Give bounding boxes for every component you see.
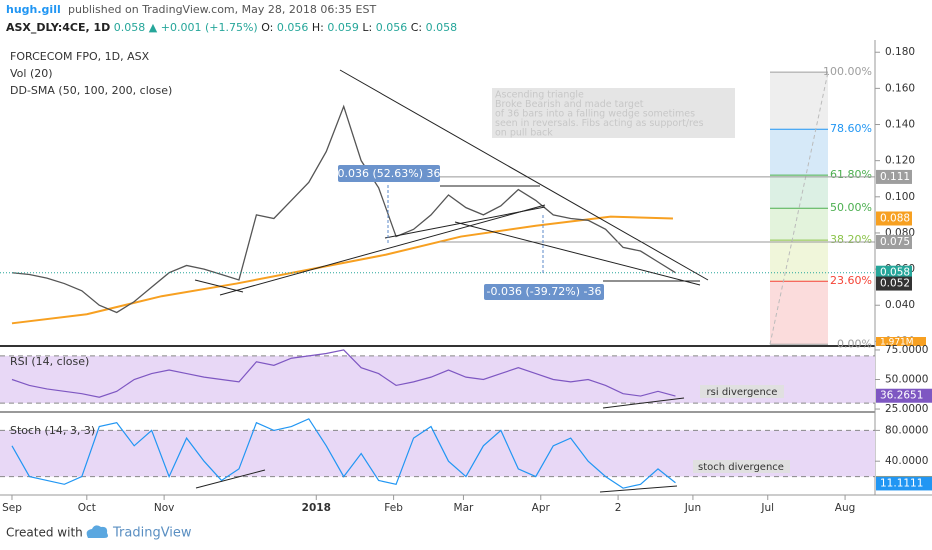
- indicator-tag: [876, 476, 932, 491]
- price-tag-label: 0.075: [880, 236, 910, 248]
- footer-text: Created with: [6, 526, 83, 540]
- rsi-line: [11, 349, 676, 398]
- quote-part: H:: [312, 21, 324, 34]
- footer-brand[interactable]: TradingView: [112, 526, 192, 541]
- indicator-tag-label: 36.2651: [880, 390, 923, 402]
- quote-part: 0.058: [114, 21, 146, 34]
- rsi-tick-label: 50.0000: [885, 374, 928, 386]
- rsi-tick-label: 75.0000: [885, 344, 928, 356]
- chart-title: FORCECOM FPO, 1D, ASX: [10, 50, 150, 63]
- price-tag: [876, 276, 912, 291]
- legend-item: DD-SMA (50, 100, 200, close): [10, 84, 172, 97]
- price-tag-label: 0.052: [880, 278, 910, 290]
- price-tag: [876, 211, 912, 226]
- x-tick-label: Feb: [384, 502, 403, 514]
- price-tag-label: 0.058: [880, 267, 910, 279]
- fib-label: 38.20%: [830, 233, 872, 246]
- measure-label: 0.036 (52.63%) 36: [337, 167, 440, 180]
- stoch-line: [11, 418, 676, 489]
- quote-part: 0.056: [277, 21, 309, 34]
- logo[interactable]: [86, 525, 108, 538]
- x-tick-label: 2: [615, 502, 622, 514]
- rsi-title: RSI (14, close): [10, 355, 89, 368]
- fib-zone: [770, 281, 828, 345]
- price-tag: [876, 265, 912, 280]
- quote-line: ASX_DLY:4CE, 1D 0.058 ▲ +0.001 (+1.75%) …: [6, 21, 457, 34]
- fib-zone: [770, 240, 828, 282]
- x-tick-label: Apr: [532, 502, 551, 514]
- quote-part: L:: [362, 21, 372, 34]
- price-line: [11, 104, 676, 314]
- x-tick-label: Jul: [760, 502, 774, 514]
- note-box: [700, 385, 784, 398]
- price-tag-label: 0.111: [880, 171, 910, 183]
- measure-label-box: [338, 165, 440, 182]
- quote-part: ASX_DLY:4CE, 1D: [6, 21, 110, 34]
- sma-line: [11, 215, 673, 325]
- quote-part: 0.056: [376, 21, 408, 34]
- rsi-tick-label: 25.0000: [885, 403, 928, 415]
- x-tick-label: Mar: [454, 502, 474, 514]
- user[interactable]: hugh.gill: [6, 3, 61, 16]
- x-tick-label: 2018: [302, 502, 331, 514]
- quote-part: ▲ +0.001 (+1.75%): [149, 21, 258, 34]
- y-tick-label: 0.160: [885, 82, 915, 94]
- fib-zone: [770, 129, 828, 176]
- indicator-tag-label: 11.1111: [880, 477, 923, 489]
- measure-label-box: [484, 284, 604, 300]
- x-tick-label: Oct: [78, 502, 96, 514]
- x-tick-label: Sep: [2, 502, 22, 514]
- volume-tag: [876, 337, 926, 346]
- quote-part: 0.059: [327, 21, 359, 34]
- quote: ASX_DLY:4CE, 1D 0.058 ▲ +0.001 (+1.75%) …: [6, 21, 457, 34]
- fib-label: 78.60%: [830, 122, 872, 135]
- fib-label: 50.00%: [830, 201, 872, 214]
- stoch-title: Stoch (14, 3, 3): [10, 424, 95, 437]
- fib-zone: [770, 175, 828, 209]
- x-tick-label: Aug: [835, 502, 856, 514]
- rsi-note: rsi divergence: [707, 387, 778, 398]
- stoch-note: stoch divergence: [698, 462, 784, 473]
- quote-part: 0.058: [426, 21, 458, 34]
- y-tick-label: 0.120: [885, 155, 915, 167]
- fib-label: 61.80%: [830, 168, 872, 181]
- y-tick-label: 0.180: [885, 46, 915, 58]
- stoch-tick-label: 40.0000: [885, 455, 928, 467]
- x-tick-label: Nov: [154, 502, 175, 514]
- fib-label: 100.00%: [823, 65, 872, 78]
- note-box: [492, 88, 735, 138]
- fib-label: 23.60%: [830, 274, 872, 287]
- price-tag: [876, 169, 912, 184]
- x-tick-label: Jun: [684, 502, 701, 514]
- published: published on TradingView.com, May 28, 20…: [68, 3, 376, 16]
- indicator-tag: [876, 388, 932, 403]
- y-tick-label: 0.040: [885, 299, 915, 311]
- y-tick-label: 0.140: [885, 119, 915, 131]
- fib-label: 0.00%: [837, 337, 872, 350]
- quote-part: C:: [411, 21, 422, 34]
- quote-part: O:: [261, 21, 273, 34]
- price-tag-label: 0.088: [880, 212, 910, 224]
- trend-lines: [194, 69, 709, 493]
- volume-tag-label: 1.971M: [880, 338, 914, 348]
- fib-zone: [770, 72, 828, 130]
- fib-trend: [769, 72, 829, 345]
- legend-item: Vol (20): [10, 67, 53, 80]
- price-tag: [876, 234, 912, 249]
- note-box: [693, 460, 790, 473]
- measure-label: -0.036 (-39.72%) -36: [487, 285, 602, 298]
- fib-zone: [770, 208, 828, 241]
- y-tick-label: 0.100: [885, 191, 915, 203]
- stoch-tick-label: 80.0000: [885, 424, 928, 436]
